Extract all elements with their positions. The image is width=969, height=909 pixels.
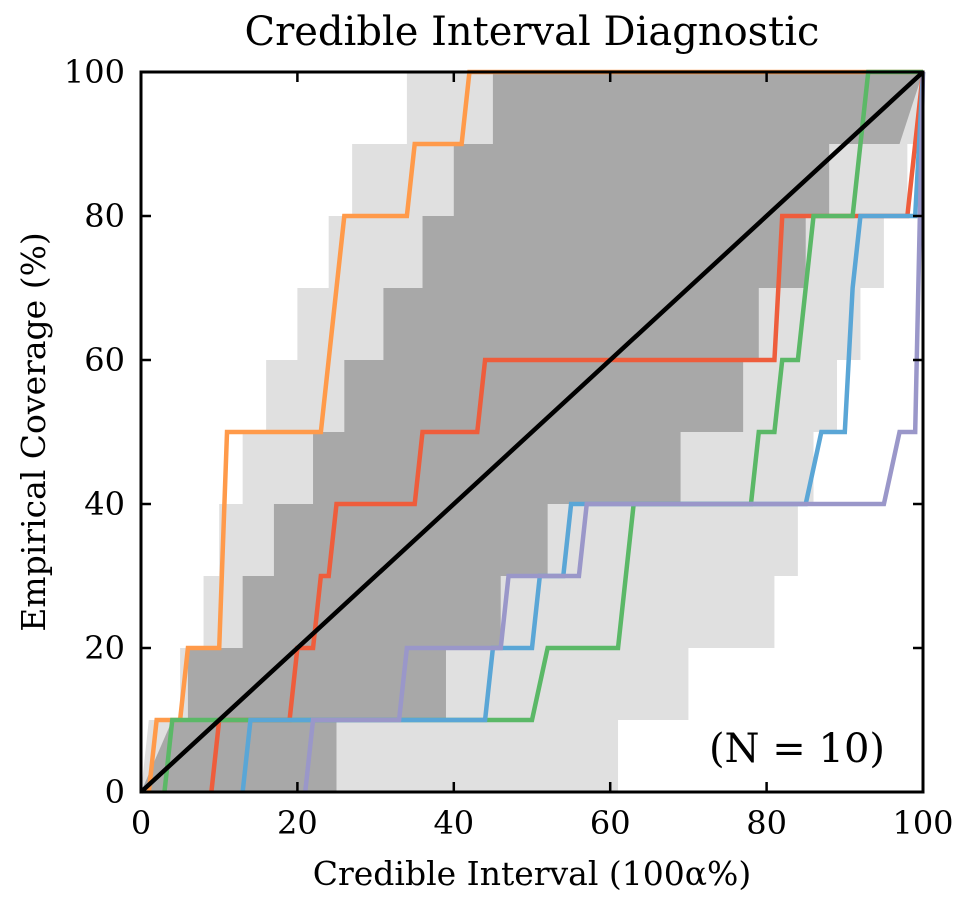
chart-title: Credible Interval Diagnostic: [245, 9, 820, 55]
plot-area: [139, 69, 926, 794]
reference-diagonal: [139, 70, 925, 794]
x-tick-label: 20: [277, 804, 318, 842]
y-tick-label: 80: [84, 197, 125, 235]
plot-frame: [139, 70, 925, 794]
x-tick-label: 100: [892, 804, 953, 842]
y-tick-label: 40: [84, 485, 125, 523]
y-tick-label: 60: [84, 341, 125, 379]
x-tick-label: 60: [590, 804, 631, 842]
x-axis-ticks: 0 20 40 60 80 100: [131, 72, 954, 842]
x-tick-label: 80: [746, 804, 787, 842]
y-tick-label: 0: [105, 773, 125, 811]
sample-size-annotation: (N = 10): [709, 726, 885, 772]
x-tick-label: 40: [433, 804, 474, 842]
coverage-line-0: [146, 69, 923, 793]
coverage-series: [146, 69, 926, 793]
coverage-line-2: [162, 69, 923, 793]
y-axis-label: Empirical Coverage (%): [14, 232, 53, 632]
y-tick-label: 100: [64, 53, 125, 91]
y-axis-ticks: 0 20 40 60 80 100: [64, 53, 923, 811]
coverage-line-1: [209, 71, 926, 793]
coverage-line-4: [302, 71, 926, 793]
x-axis-label: Credible Interval (100α%): [313, 854, 752, 893]
y-tick-label: 20: [84, 629, 125, 667]
x-tick-label: 0: [131, 804, 151, 842]
coverage-line-3: [240, 71, 926, 793]
